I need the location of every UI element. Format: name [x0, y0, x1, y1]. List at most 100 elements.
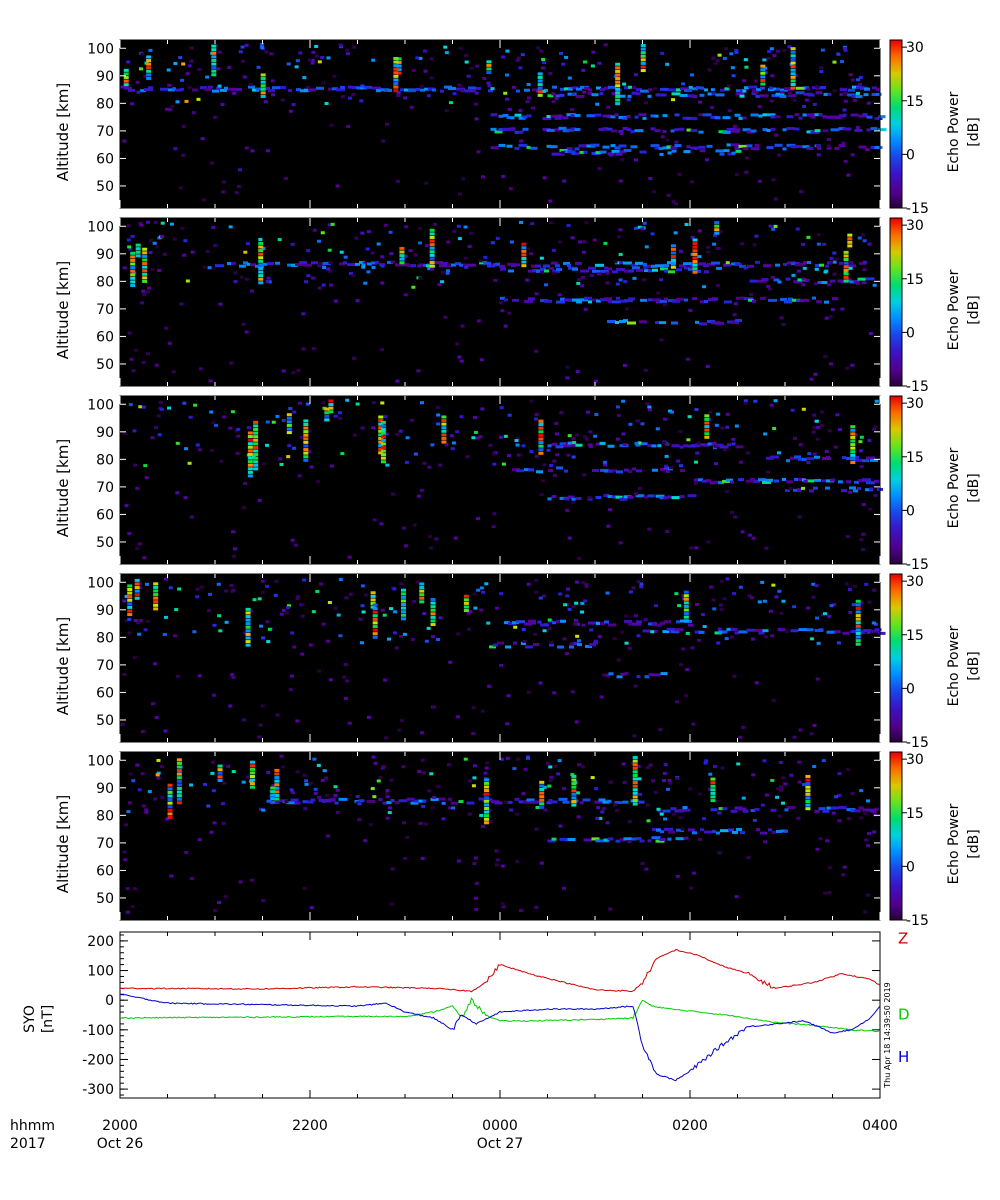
echo-streak-cell — [539, 780, 545, 784]
echo-cell — [508, 808, 513, 812]
echo-cell — [130, 102, 135, 106]
echo-layer-cell — [266, 799, 272, 803]
echo-cell — [474, 91, 479, 95]
echo-cell — [846, 247, 851, 251]
echo-cell — [362, 261, 367, 265]
echo-streak-cell — [790, 82, 796, 86]
echo-cell — [751, 773, 756, 777]
echo-cell — [626, 98, 631, 102]
echo-layer-cell — [782, 477, 786, 481]
echo-streak-cell — [539, 805, 545, 809]
echo-streak-cell — [127, 613, 133, 617]
echo-streak-cell — [253, 438, 259, 442]
colorbar-label: Echo Power — [946, 625, 962, 706]
colorbar-unit: [dB] — [966, 473, 982, 502]
echo-streak-cell — [142, 276, 148, 280]
echo-cell — [451, 441, 456, 445]
echo-cell — [815, 616, 820, 620]
echo-streak-cell — [692, 252, 698, 256]
echo-cell — [238, 50, 243, 54]
echo-layer-cell — [594, 113, 602, 117]
echo-layer-cell — [646, 629, 651, 633]
echo-layer-cell — [794, 127, 800, 131]
echo-layer-cell — [624, 619, 632, 623]
echo-layer-cell — [863, 260, 867, 264]
weak-echo-cell — [732, 674, 737, 678]
echo-cell — [642, 278, 647, 282]
echo-streak-cell — [370, 594, 376, 598]
weak-echo-cell — [828, 315, 833, 319]
weak-echo-cell — [191, 111, 196, 115]
echo-cell — [722, 597, 727, 601]
echo-streak-cell — [615, 91, 621, 95]
echo-cell — [645, 402, 650, 406]
echo-cell — [195, 595, 200, 599]
echo-cell — [570, 773, 575, 777]
echo-cell — [549, 463, 554, 467]
echo-cell — [624, 614, 629, 618]
weak-echo-cell — [457, 355, 462, 359]
echo-cell — [705, 245, 710, 249]
echo-streak-cell — [380, 435, 386, 439]
echo-layer-cell — [499, 264, 505, 268]
echo-cell — [295, 770, 300, 774]
weak-echo-cell — [133, 348, 138, 352]
echo-layer-cell — [668, 830, 675, 834]
echo-layer-cell — [522, 115, 528, 119]
echo-layer-cell — [644, 675, 650, 679]
echo-cell — [621, 399, 626, 403]
y-tick-label: 80 — [96, 452, 114, 468]
echo-cell — [501, 462, 506, 466]
echo-cell — [380, 608, 385, 612]
echo-streak-cell — [167, 790, 173, 794]
echo-cell — [565, 594, 570, 598]
echo-streak-cell — [217, 764, 223, 768]
weak-echo-cell — [403, 856, 408, 860]
echo-streak-cell — [274, 790, 280, 794]
echo-cell — [138, 619, 143, 623]
echo-layer-cell — [422, 799, 427, 803]
weak-echo-cell — [471, 705, 476, 709]
echo-layer-cell — [372, 86, 381, 90]
weak-echo-cell — [798, 728, 803, 732]
echo-cell — [837, 772, 842, 776]
echo-layer-cell — [773, 278, 780, 282]
echo-streak-cell — [521, 253, 527, 257]
colorbar — [889, 395, 903, 565]
echo-layer-cell — [518, 143, 528, 147]
echo-streak-cell — [303, 433, 309, 437]
echo-layer-cell — [548, 469, 553, 473]
echo-cell — [411, 285, 416, 289]
weak-echo-cell — [508, 187, 513, 191]
echo-layer-cell — [506, 800, 513, 804]
y-tick-label: 100 — [87, 41, 114, 57]
echo-cell — [366, 230, 371, 234]
echo-streak-cell — [258, 274, 264, 278]
weak-echo-cell — [295, 719, 300, 723]
echo-layer-cell — [644, 269, 649, 273]
echo-layer-cell — [580, 298, 588, 302]
echo-layer-cell — [628, 470, 632, 474]
echo-streak-cell — [258, 277, 264, 281]
echo-cell — [577, 277, 582, 281]
echo-streak-cell — [850, 425, 856, 429]
echo-streak-cell — [260, 77, 266, 81]
colorbar-unit: [dB] — [966, 651, 982, 680]
echo-layer-cell — [702, 113, 708, 117]
echo-streak-cell — [539, 802, 545, 806]
echo-streak-cell — [521, 260, 527, 264]
echo-streak-cell — [127, 598, 133, 602]
echo-streak-cell — [632, 773, 638, 777]
weak-echo-cell — [507, 311, 512, 315]
echo-cell — [769, 99, 774, 103]
colorbar-tick-label: -15 — [906, 735, 929, 751]
weak-echo-cell — [379, 522, 384, 526]
echo-cell — [207, 609, 212, 613]
weak-echo-cell — [818, 837, 823, 841]
echo-layer-cell — [274, 801, 280, 805]
echo-cell — [708, 772, 713, 776]
echo-layer-cell — [786, 115, 794, 119]
echo-layer-cell — [672, 299, 680, 303]
echo-cell — [811, 430, 816, 434]
echo-layer-cell — [560, 619, 566, 623]
